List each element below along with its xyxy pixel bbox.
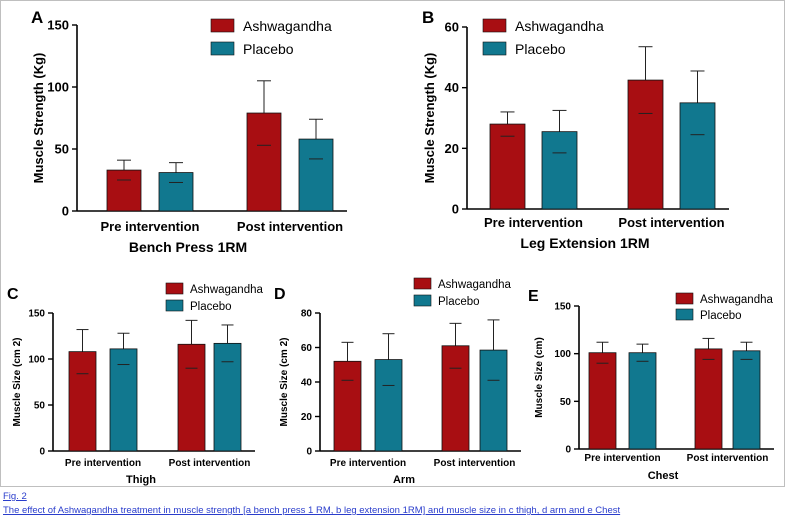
y-tick-label: 150 (47, 18, 69, 33)
legend-label: Ashwagandha (438, 279, 511, 291)
y-tick-label: 60 (301, 343, 313, 354)
bar-placebo-post (732, 350, 761, 450)
y-tick-label: 0 (62, 204, 69, 219)
legend-label: Ashwagandha (700, 294, 773, 306)
bar-placebo-pre (158, 172, 194, 212)
panel-letter: C (7, 286, 19, 303)
legend-swatch (210, 41, 235, 56)
x-category-label: Post intervention (169, 458, 251, 469)
chart-title: Bench Press 1RM (129, 239, 247, 255)
chart-title: Thigh (126, 474, 156, 486)
y-axis-label: Muscle Size (cm 2) (279, 338, 290, 427)
y-axis-label: Muscle Strength (Kg) (31, 53, 46, 184)
legend-label: Placebo (700, 310, 742, 322)
y-tick-label: 150 (28, 309, 45, 320)
y-tick-label: 40 (445, 80, 459, 95)
legend-swatch (413, 294, 432, 307)
x-category-label: Post intervention (618, 215, 724, 230)
y-tick-label: 0 (452, 202, 459, 217)
bar-placebo-post (213, 342, 242, 452)
legend-swatch (675, 292, 694, 305)
y-tick-label: 100 (47, 80, 69, 95)
figure-frame: A Muscle Strength (Kg) 0 50 100 150 Pre interv… (0, 0, 785, 487)
y-tick-label: 0 (39, 447, 45, 458)
legend-swatch (210, 18, 235, 33)
y-tick-label: 50 (34, 401, 46, 412)
y-tick-label: 50 (55, 142, 69, 157)
y-tick-label: 150 (554, 302, 571, 313)
bar-ashwagandha-post (694, 348, 723, 450)
bar-placebo-pre (109, 348, 138, 452)
legend-label: Ashwagandha (243, 18, 332, 34)
y-tick-label: 0 (565, 445, 571, 456)
legend-label: Placebo (438, 296, 480, 308)
chart-title: Leg Extension 1RM (520, 235, 649, 251)
bar-placebo-post (298, 138, 334, 212)
x-category-label: Pre intervention (330, 458, 406, 469)
legend-label: Placebo (243, 41, 294, 57)
x-category-label: Pre intervention (65, 458, 141, 469)
legend-swatch (165, 282, 184, 295)
y-tick-label: 100 (28, 355, 45, 366)
legend-label: Placebo (190, 301, 232, 313)
chart-panel-d: D Muscle Size (cm 2) 0 20 40 60 80 Pre interven… (274, 277, 521, 486)
y-tick-label: 0 (306, 447, 312, 458)
bar-ashwagandha-post (246, 112, 282, 212)
bar-placebo-pre (374, 359, 403, 452)
panel-letter: B (422, 8, 434, 27)
y-axis-label: Muscle Size (cm 2) (12, 338, 23, 427)
legend-label: Ashwagandha (515, 18, 604, 34)
legend-swatch (482, 41, 507, 56)
chart-panel-c: C Muscle Size (cm 2) 0 50 100 150 Pre interven… (7, 282, 263, 486)
bar-ashwagandha-post (177, 343, 206, 452)
y-tick-label: 40 (301, 378, 313, 389)
y-tick-label: 50 (560, 397, 572, 408)
chart-panel-a: A Muscle Strength (Kg) 0 50 100 150 Pre interv… (31, 8, 347, 255)
bar-ashwagandha-pre (106, 169, 142, 212)
legend-swatch (165, 299, 184, 312)
y-tick-label: 100 (554, 349, 571, 360)
y-tick-label: 20 (445, 141, 459, 156)
figure-caption[interactable]: The effect of Ashwagandha treatment in m… (3, 505, 621, 516)
legend-label: Ashwagandha (190, 284, 263, 296)
chart-panel-b: B Muscle Strength (Kg) 0 20 40 60 Pre interven… (422, 8, 729, 251)
y-tick-label: 20 (301, 412, 313, 423)
bar-placebo-post (679, 102, 716, 210)
x-category-label: Post intervention (237, 219, 343, 234)
chart-title: Chest (648, 470, 679, 482)
panel-letter: D (274, 286, 286, 303)
y-axis-label: Muscle Size (cm) (534, 337, 545, 418)
bar-ashwagandha-post (627, 79, 664, 210)
x-category-label: Pre intervention (584, 453, 660, 464)
chart-panel-e: E Muscle Size (cm) 0 50 100 150 Pre interventi… (528, 288, 774, 482)
figure-svg: A Muscle Strength (Kg) 0 50 100 150 Pre interv… (7, 8, 774, 486)
x-category-label: Post intervention (434, 458, 516, 469)
chart-title: Arm (393, 474, 415, 486)
panel-letter: E (528, 288, 539, 305)
y-tick-label: 80 (301, 309, 313, 320)
bar-ashwagandha-post (441, 345, 470, 452)
figure-link[interactable]: Fig. 2 (3, 491, 27, 502)
bar-ashwagandha-pre (489, 123, 526, 210)
bar-placebo-post (479, 349, 508, 452)
legend-swatch (482, 18, 507, 33)
legend-swatch (675, 308, 694, 321)
bar-placebo-pre (541, 131, 578, 210)
legend-label: Placebo (515, 41, 566, 57)
y-tick-label: 60 (445, 20, 459, 35)
bar-ashwagandha-pre (333, 360, 362, 452)
bar-ashwagandha-pre (68, 351, 97, 452)
bar-placebo-pre (628, 352, 657, 450)
legend-swatch (413, 277, 432, 290)
panel-letter: A (31, 8, 43, 27)
y-axis-label: Muscle Strength (Kg) (422, 53, 437, 184)
x-category-label: Post intervention (687, 453, 769, 464)
x-category-label: Pre intervention (101, 219, 200, 234)
x-category-label: Pre intervention (484, 215, 583, 230)
bar-ashwagandha-pre (588, 352, 617, 450)
